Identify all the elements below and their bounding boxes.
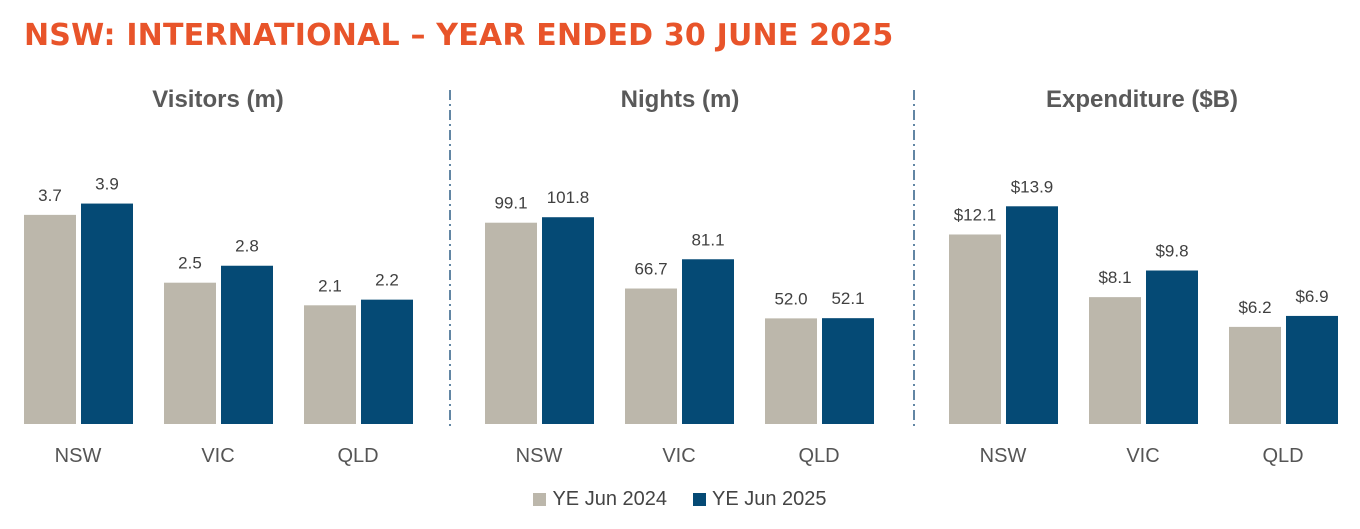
category-label-expenditure-b-qld: QLD bbox=[1262, 445, 1303, 467]
legend-swatch-2024 bbox=[533, 493, 547, 506]
bar-visitors-m-vic-2025 bbox=[221, 265, 273, 424]
legend-label-2025: YE Jun 2025 bbox=[712, 488, 827, 510]
bar-visitors-m-qld-2025 bbox=[361, 299, 413, 424]
charts-area: Visitors (m) 3.7 3.9 NSW 2.5 2.8 VIC 2.1 2.2 QLD N… bbox=[24, 86, 1338, 467]
data-label-expenditure-b-nsw-2024: $12.1 bbox=[954, 205, 997, 224]
data-label-nights-m-qld-2025: 52.1 bbox=[831, 289, 864, 308]
chart-title-expenditure-b: Expenditure ($B) bbox=[1046, 86, 1238, 113]
category-label-visitors-m-qld: QLD bbox=[337, 445, 378, 467]
data-label-nights-m-nsw-2024: 99.1 bbox=[494, 194, 527, 213]
bar-nights-m-nsw-2024 bbox=[485, 222, 537, 424]
bar-visitors-m-nsw-2025 bbox=[81, 203, 133, 424]
bar-visitors-m-nsw-2024 bbox=[24, 214, 76, 424]
category-label-visitors-m-nsw: NSW bbox=[55, 445, 102, 467]
data-label-nights-m-qld-2024: 52.0 bbox=[774, 289, 807, 308]
data-label-visitors-m-nsw-2025: 3.9 bbox=[95, 175, 119, 194]
category-label-expenditure-b-nsw: NSW bbox=[980, 445, 1027, 467]
data-label-visitors-m-qld-2025: 2.2 bbox=[375, 271, 399, 290]
category-label-nights-m-vic: VIC bbox=[662, 445, 695, 467]
data-label-visitors-m-vic-2024: 2.5 bbox=[178, 254, 202, 273]
bar-nights-m-vic-2024 bbox=[625, 288, 677, 424]
bar-visitors-m-vic-2024 bbox=[164, 282, 216, 424]
legend-item-2024: YE Jun 2024 bbox=[533, 488, 667, 511]
data-label-nights-m-vic-2025: 81.1 bbox=[691, 230, 724, 249]
data-label-nights-m-nsw-2025: 101.8 bbox=[547, 188, 590, 207]
legend: YE Jun 2024 YE Jun 2025 bbox=[0, 488, 1360, 511]
bar-nights-m-qld-2024 bbox=[765, 318, 817, 424]
bar-expenditure-b-nsw-2024 bbox=[949, 234, 1001, 424]
chart-title-nights-m: Nights (m) bbox=[621, 86, 740, 113]
category-label-nights-m-nsw: NSW bbox=[516, 445, 563, 467]
data-label-visitors-m-qld-2024: 2.1 bbox=[318, 276, 342, 295]
data-label-visitors-m-vic-2025: 2.8 bbox=[235, 237, 259, 256]
bar-nights-m-qld-2025 bbox=[822, 318, 874, 424]
data-label-expenditure-b-nsw-2025: $13.9 bbox=[1011, 177, 1054, 196]
data-label-expenditure-b-vic-2025: $9.8 bbox=[1155, 242, 1188, 261]
data-label-expenditure-b-qld-2025: $6.9 bbox=[1295, 287, 1328, 306]
bar-expenditure-b-qld-2025 bbox=[1286, 315, 1338, 424]
legend-swatch-2025 bbox=[693, 493, 706, 506]
category-label-visitors-m-vic: VIC bbox=[201, 445, 234, 467]
bar-expenditure-b-qld-2024 bbox=[1229, 326, 1281, 424]
bar-nights-m-vic-2025 bbox=[682, 259, 734, 424]
legend-item-2025: YE Jun 2025 bbox=[693, 488, 827, 511]
bar-expenditure-b-nsw-2025 bbox=[1006, 206, 1058, 424]
page-title: NSW: INTERNATIONAL – YEAR ENDED 30 JUNE … bbox=[24, 18, 894, 53]
bar-nights-m-nsw-2025 bbox=[542, 217, 594, 424]
category-label-nights-m-qld: QLD bbox=[798, 445, 839, 467]
bar-visitors-m-qld-2024 bbox=[304, 305, 356, 424]
data-label-nights-m-vic-2024: 66.7 bbox=[634, 260, 667, 279]
data-label-expenditure-b-qld-2024: $6.2 bbox=[1238, 298, 1271, 317]
bar-expenditure-b-vic-2024 bbox=[1089, 297, 1141, 424]
legend-label-2024: YE Jun 2024 bbox=[552, 488, 667, 510]
chart-title-visitors-m: Visitors (m) bbox=[152, 86, 284, 113]
data-label-expenditure-b-vic-2024: $8.1 bbox=[1098, 268, 1131, 287]
data-label-visitors-m-nsw-2024: 3.7 bbox=[38, 186, 62, 205]
category-label-expenditure-b-vic: VIC bbox=[1126, 445, 1159, 467]
bar-expenditure-b-vic-2025 bbox=[1146, 270, 1198, 424]
